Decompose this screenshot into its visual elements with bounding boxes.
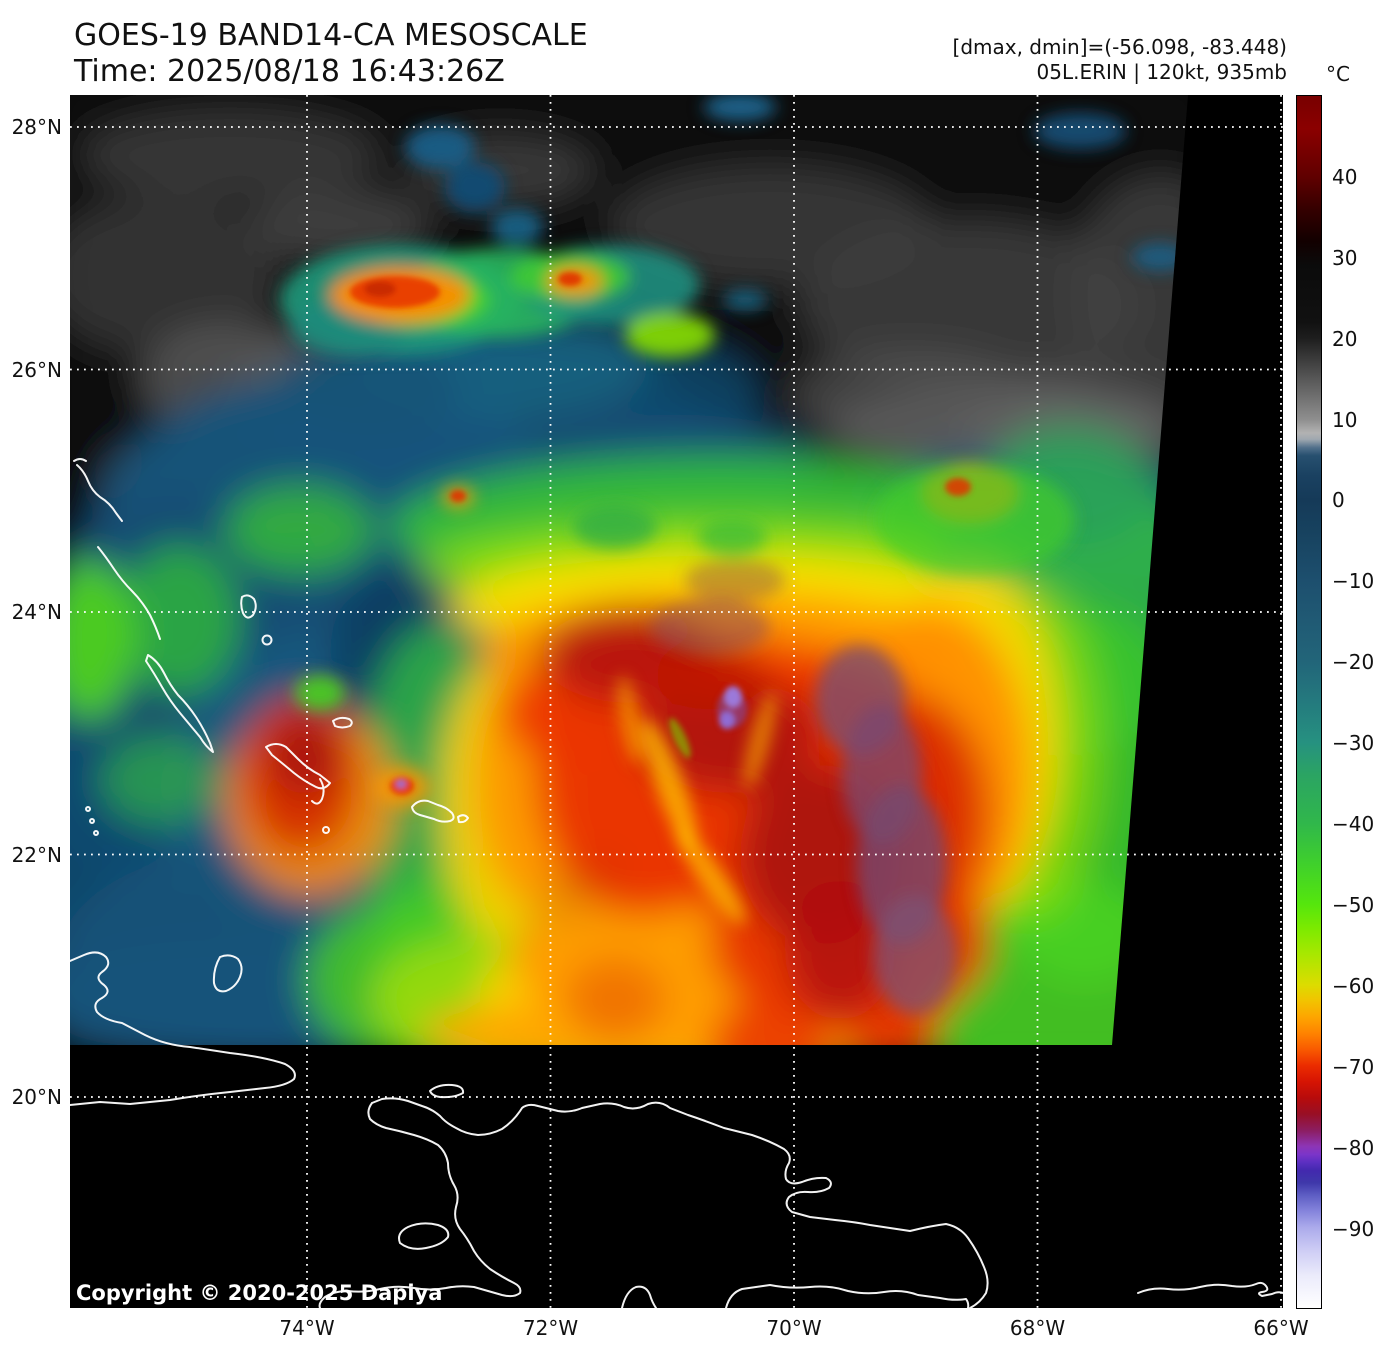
colorbar-tick-0: 0 <box>1332 488 1345 512</box>
lat-label-26n: 26°N <box>11 357 62 382</box>
satellite-ir-image <box>70 95 1283 1308</box>
coastline-gonave-island <box>398 1222 450 1250</box>
colorbar-tick-m40: −40 <box>1332 812 1375 836</box>
coastline-hispaniola-north <box>371 1097 989 1308</box>
coastline-barahona <box>621 1285 657 1308</box>
lon-label-72w: 72°W <box>522 1316 579 1340</box>
colorbar-tick-m10: −10 <box>1332 569 1375 593</box>
coastline-long-island <box>145 654 214 753</box>
coastline-dr-south <box>725 1284 970 1308</box>
ir-field-detail <box>350 272 971 795</box>
coastline-rum-cay <box>261 634 273 646</box>
coastline-crooked-acklins <box>265 743 331 805</box>
product-time: Time: 2025/08/18 16:43:26Z <box>74 54 505 89</box>
coastline-cat-island <box>73 458 123 522</box>
coastline-ragged-3 <box>93 830 99 836</box>
colorbar-tick-m70: −70 <box>1332 1055 1375 1079</box>
coastline-haiti-west <box>318 1102 522 1308</box>
colorbar-tick-m60: −60 <box>1332 974 1375 998</box>
colorbar-tick-m30: −30 <box>1332 731 1375 755</box>
lat-label-24n: 24°N <box>11 600 62 624</box>
dmax-dmin-annotation: [dmax, dmin]=(-56.098, -83.448) <box>952 35 1287 59</box>
coastline-ragged-1 <box>85 806 91 812</box>
lon-label-74w: 74°W <box>279 1316 335 1340</box>
map-plot: Copyright © 2020-2025 Dapiya <box>70 95 1283 1308</box>
coastline-plana-cays <box>240 594 257 619</box>
coastline-cuba <box>70 951 296 1106</box>
colorbar-tick-40: 40 <box>1332 165 1358 189</box>
colorbar-unit-label: °C <box>1326 62 1350 86</box>
coastline-mayaguana <box>332 716 353 729</box>
coastline-tortuga-island <box>429 1083 465 1099</box>
coastline-puerto-rico <box>1137 1281 1283 1297</box>
storm-annotation: 05L.ERIN | 120kt, 935mb <box>1036 60 1287 84</box>
colorbar-tick-30: 30 <box>1332 246 1358 270</box>
colorbar-tick-20: 20 <box>1332 327 1358 351</box>
colorbar-gradient <box>1296 95 1322 1309</box>
colorbar-tick-m80: −80 <box>1332 1136 1375 1160</box>
colorbar-tick-m20: −20 <box>1332 650 1375 674</box>
coastline-ragged-2 <box>89 818 95 824</box>
ir-field-large <box>70 95 1188 1045</box>
lat-label-22n: 22°N <box>11 842 62 867</box>
coastline-great-inagua <box>212 954 243 993</box>
lat-label-28n: 28°N <box>11 115 62 139</box>
colorbar-tick-m90: −90 <box>1332 1217 1375 1241</box>
coastline-exuma-chain <box>97 546 161 640</box>
coastlines <box>70 458 1283 1308</box>
colorbar-tick-m50: −50 <box>1332 893 1375 917</box>
lat-label-20n: 20°N <box>11 1085 62 1109</box>
coastline-caicos <box>411 799 469 824</box>
lon-label-70w: 70°W <box>766 1316 822 1340</box>
lon-label-68w: 68°W <box>1009 1316 1066 1340</box>
copyright-label: Copyright © 2020-2025 Dapiya <box>76 1281 443 1305</box>
lon-label-66w: 66°W <box>1253 1316 1309 1340</box>
coastline-samana-cay <box>322 826 330 834</box>
product-title: GOES-19 BAND14-CA MESOSCALE <box>74 18 588 53</box>
colorbar-tick-10: 10 <box>1332 408 1358 432</box>
